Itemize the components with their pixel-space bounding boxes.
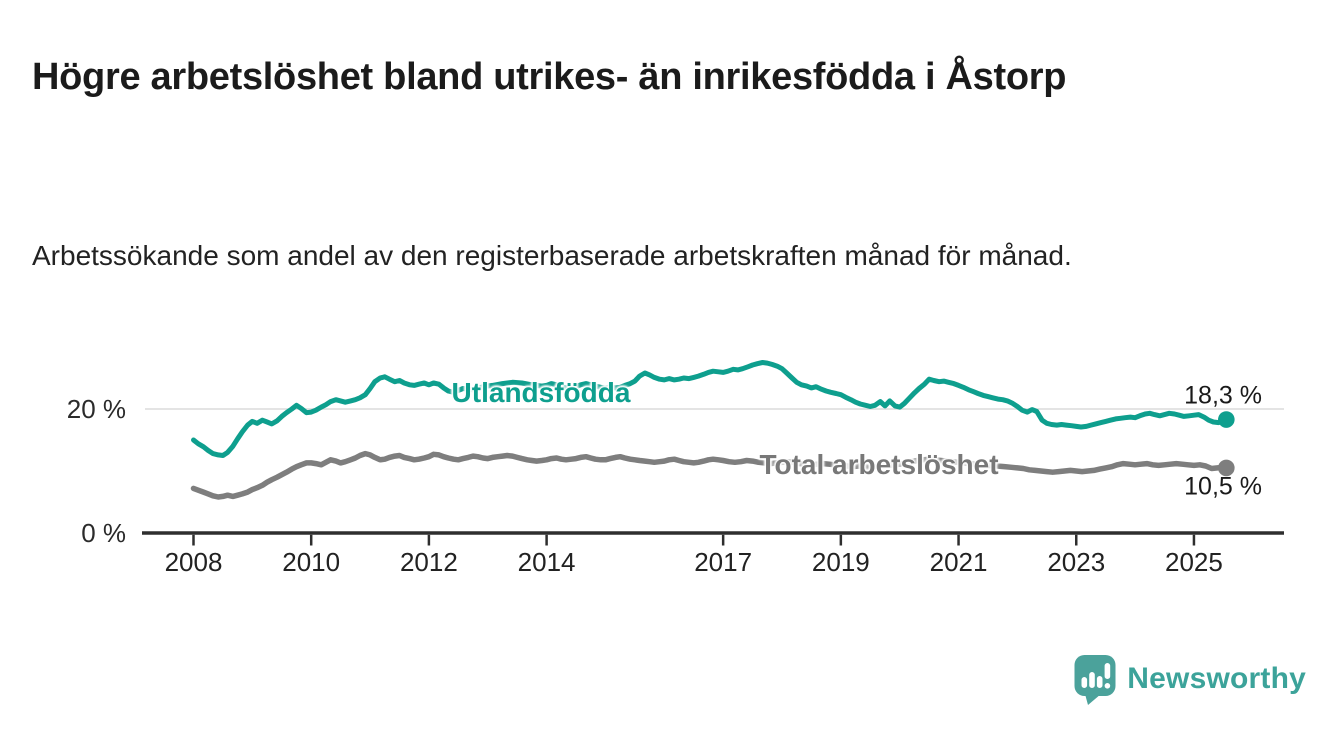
newsworthy-logo[interactable]: Newsworthy — [1073, 652, 1306, 706]
x-tick-label: 2012 — [399, 547, 458, 577]
y-tick-label: 0 % — [81, 518, 126, 548]
x-tick-label: 2017 — [694, 547, 753, 577]
series-line-utlandsf-dda — [191, 360, 1229, 458]
series-end-dot — [1218, 411, 1235, 428]
x-tick-label: 2025 — [1165, 547, 1223, 577]
x-tick-label: 2010 — [282, 547, 341, 577]
y-tick-label: 20 % — [66, 394, 126, 424]
end-value-label-total: 10,5 % — [1184, 472, 1262, 501]
newsworthy-bar-chart-bubble-icon — [1073, 653, 1117, 705]
series-label-utlandsfodda: Utlandsfödda — [451, 377, 631, 408]
x-tick-label: 2023 — [1047, 547, 1106, 577]
series-label-total-arbetsloshet: Total arbetslöshet — [759, 449, 999, 480]
series-line-total-arbetsl-shet — [190, 450, 1230, 500]
x-tick-label: 2021 — [929, 547, 988, 577]
newsworthy-wordmark: Newsworthy — [1127, 662, 1306, 695]
page-title: Högre arbetslöshet bland utrikes- än inr… — [32, 56, 1067, 99]
end-value-label-utlandsfodda: 18,3 % — [1184, 381, 1262, 410]
x-tick-label: 2014 — [517, 547, 576, 577]
x-tick-label: 2019 — [811, 547, 870, 577]
chart-subtitle: Arbetssökande som andel av den registerb… — [32, 240, 1072, 271]
x-tick-label: 2008 — [164, 547, 223, 577]
